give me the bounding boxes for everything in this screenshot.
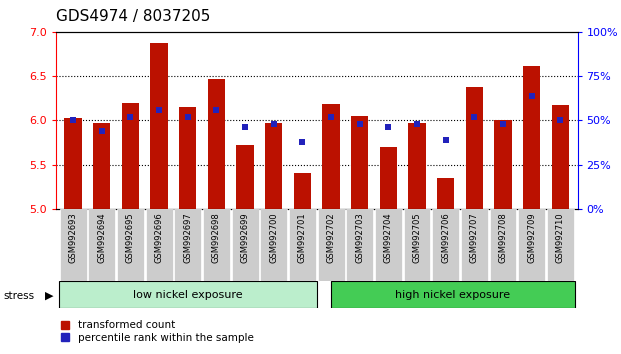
FancyBboxPatch shape [375,209,402,281]
FancyBboxPatch shape [289,209,316,281]
Bar [294,173,311,209]
FancyBboxPatch shape [347,209,373,281]
Text: GSM992709: GSM992709 [527,212,536,263]
Text: GSM992701: GSM992701 [298,212,307,263]
FancyBboxPatch shape [432,209,459,281]
FancyBboxPatch shape [317,209,345,281]
Text: GSM992695: GSM992695 [126,212,135,263]
Legend: transformed count, percentile rank within the sample: transformed count, percentile rank withi… [61,320,253,343]
FancyBboxPatch shape [88,209,116,281]
Text: GSM992696: GSM992696 [155,212,163,263]
Text: GSM992693: GSM992693 [68,212,78,263]
Bar [65,118,82,209]
Text: GSM992697: GSM992697 [183,212,193,263]
Text: GSM992710: GSM992710 [556,212,565,263]
Bar [150,44,168,209]
Bar [122,103,139,209]
FancyBboxPatch shape [60,209,86,281]
Text: GSM992699: GSM992699 [240,212,250,263]
Bar [179,107,196,209]
FancyBboxPatch shape [117,209,144,281]
FancyBboxPatch shape [145,209,173,281]
FancyBboxPatch shape [59,281,317,308]
FancyBboxPatch shape [175,209,201,281]
Text: GSM992706: GSM992706 [441,212,450,263]
Bar [208,79,225,209]
Bar [322,104,340,209]
Bar [523,67,540,209]
Text: GDS4974 / 8037205: GDS4974 / 8037205 [56,9,211,24]
Text: GSM992705: GSM992705 [412,212,422,263]
Bar [265,123,283,209]
FancyBboxPatch shape [331,281,574,308]
Bar [93,123,111,209]
FancyBboxPatch shape [547,209,574,281]
Text: GSM992703: GSM992703 [355,212,364,263]
FancyBboxPatch shape [232,209,258,281]
Bar [437,178,455,209]
Text: GSM992694: GSM992694 [97,212,106,263]
Text: stress: stress [3,291,34,301]
Text: high nickel exposure: high nickel exposure [396,290,510,300]
Bar [466,87,483,209]
FancyBboxPatch shape [518,209,545,281]
FancyBboxPatch shape [461,209,488,281]
Text: GSM992700: GSM992700 [270,212,278,263]
Bar [351,116,368,209]
Text: low nickel exposure: low nickel exposure [133,290,243,300]
FancyBboxPatch shape [404,209,430,281]
Text: GSM992707: GSM992707 [470,212,479,263]
FancyBboxPatch shape [489,209,517,281]
FancyBboxPatch shape [260,209,287,281]
Bar [494,120,512,209]
Text: GSM992698: GSM992698 [212,212,221,263]
Text: ▶: ▶ [45,291,53,301]
Bar [551,105,569,209]
Bar [237,145,253,209]
Bar [409,123,425,209]
FancyBboxPatch shape [203,209,230,281]
Bar [380,147,397,209]
Text: GSM992702: GSM992702 [327,212,335,263]
Text: GSM992704: GSM992704 [384,212,393,263]
Text: GSM992708: GSM992708 [499,212,507,263]
